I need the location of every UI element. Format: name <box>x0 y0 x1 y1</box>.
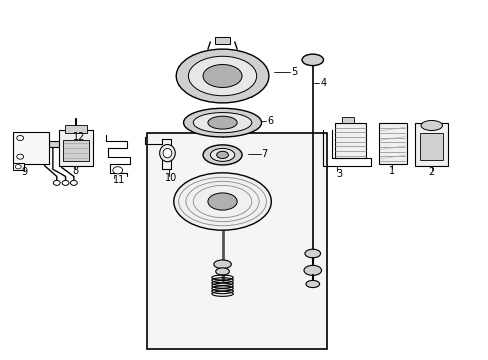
Ellipse shape <box>183 108 261 137</box>
Ellipse shape <box>420 121 442 131</box>
Bar <box>147 134 327 348</box>
Text: 2: 2 <box>428 167 434 177</box>
Ellipse shape <box>173 173 271 230</box>
Ellipse shape <box>304 265 321 275</box>
Bar <box>13 163 23 170</box>
Ellipse shape <box>163 148 171 158</box>
Ellipse shape <box>159 144 175 162</box>
Ellipse shape <box>188 56 256 96</box>
Bar <box>419 134 443 160</box>
Ellipse shape <box>305 280 319 288</box>
Text: 9: 9 <box>21 167 27 177</box>
Circle shape <box>70 180 77 185</box>
Bar <box>334 123 366 158</box>
Circle shape <box>17 135 23 140</box>
Text: 10: 10 <box>165 173 177 183</box>
Bar <box>40 141 66 147</box>
Text: 5: 5 <box>290 67 297 77</box>
Circle shape <box>53 180 60 185</box>
Bar <box>13 132 49 164</box>
Ellipse shape <box>215 268 229 275</box>
Ellipse shape <box>207 116 237 129</box>
Bar <box>414 123 447 166</box>
Bar <box>378 123 406 164</box>
Bar <box>215 37 229 44</box>
Circle shape <box>17 154 23 159</box>
Ellipse shape <box>203 145 242 165</box>
Text: 3: 3 <box>336 168 342 179</box>
Text: 1: 1 <box>388 166 394 176</box>
Ellipse shape <box>210 148 234 161</box>
Bar <box>341 117 353 123</box>
Ellipse shape <box>213 260 231 269</box>
Ellipse shape <box>302 54 323 66</box>
Ellipse shape <box>193 113 251 133</box>
Text: 12: 12 <box>73 132 85 142</box>
Ellipse shape <box>203 64 242 87</box>
Bar <box>65 126 87 134</box>
Ellipse shape <box>207 193 237 210</box>
Text: 7: 7 <box>261 149 267 159</box>
Circle shape <box>15 165 21 169</box>
Bar <box>63 140 89 161</box>
Ellipse shape <box>305 249 320 258</box>
Text: 8: 8 <box>72 166 78 176</box>
Text: 11: 11 <box>113 175 125 185</box>
Circle shape <box>113 167 122 174</box>
Ellipse shape <box>176 49 268 103</box>
Text: 6: 6 <box>267 116 273 126</box>
Circle shape <box>62 180 69 185</box>
Ellipse shape <box>216 151 228 158</box>
Text: 4: 4 <box>320 78 325 88</box>
Bar <box>59 130 93 166</box>
